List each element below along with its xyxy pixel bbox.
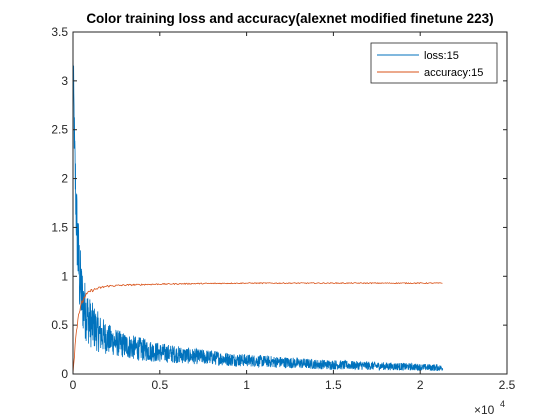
y-tick-label: 0.5 [51,318,68,332]
plot-area [73,32,507,374]
x-tick-label: 2 [417,378,424,392]
x-tick-label: 2.5 [499,378,516,392]
x-axis: 0 0.5 1 1.5 2 2.5 [70,32,516,392]
legend-box [370,42,498,84]
y-tick-label: 2 [61,172,68,186]
x-tick-label: 1 [243,378,250,392]
y-axis: 0 0.5 1 1.5 2 2.5 3 3.5 [51,25,507,381]
y-tick-label: 0 [61,367,68,381]
y-tick-label: 3 [61,74,68,88]
legend-label-loss: loss:15 [424,50,459,62]
y-tick-label: 3.5 [51,25,68,39]
y-tick-label: 1.5 [51,220,68,234]
x-exponent-base: ×10 [474,403,495,417]
legend: loss:15 accuracy:15 [370,42,498,84]
y-tick-label: 2.5 [51,123,68,137]
chart-title: Color training loss and accuracy(alexnet… [86,11,493,26]
x-tick-label: 0 [70,378,77,392]
axes-box [72,31,508,375]
x-tick-label: 0.5 [151,378,168,392]
x-exponent: ×10 4 [474,399,505,417]
x-tick-label: 1.5 [325,378,342,392]
accuracy-series-line [72,281,443,375]
legend-label-accuracy: accuracy:15 [424,67,483,79]
loss-series-line [72,45,444,372]
x-exponent-power: 4 [500,399,505,409]
series-layer [72,45,444,375]
y-tick-label: 1 [61,269,68,283]
